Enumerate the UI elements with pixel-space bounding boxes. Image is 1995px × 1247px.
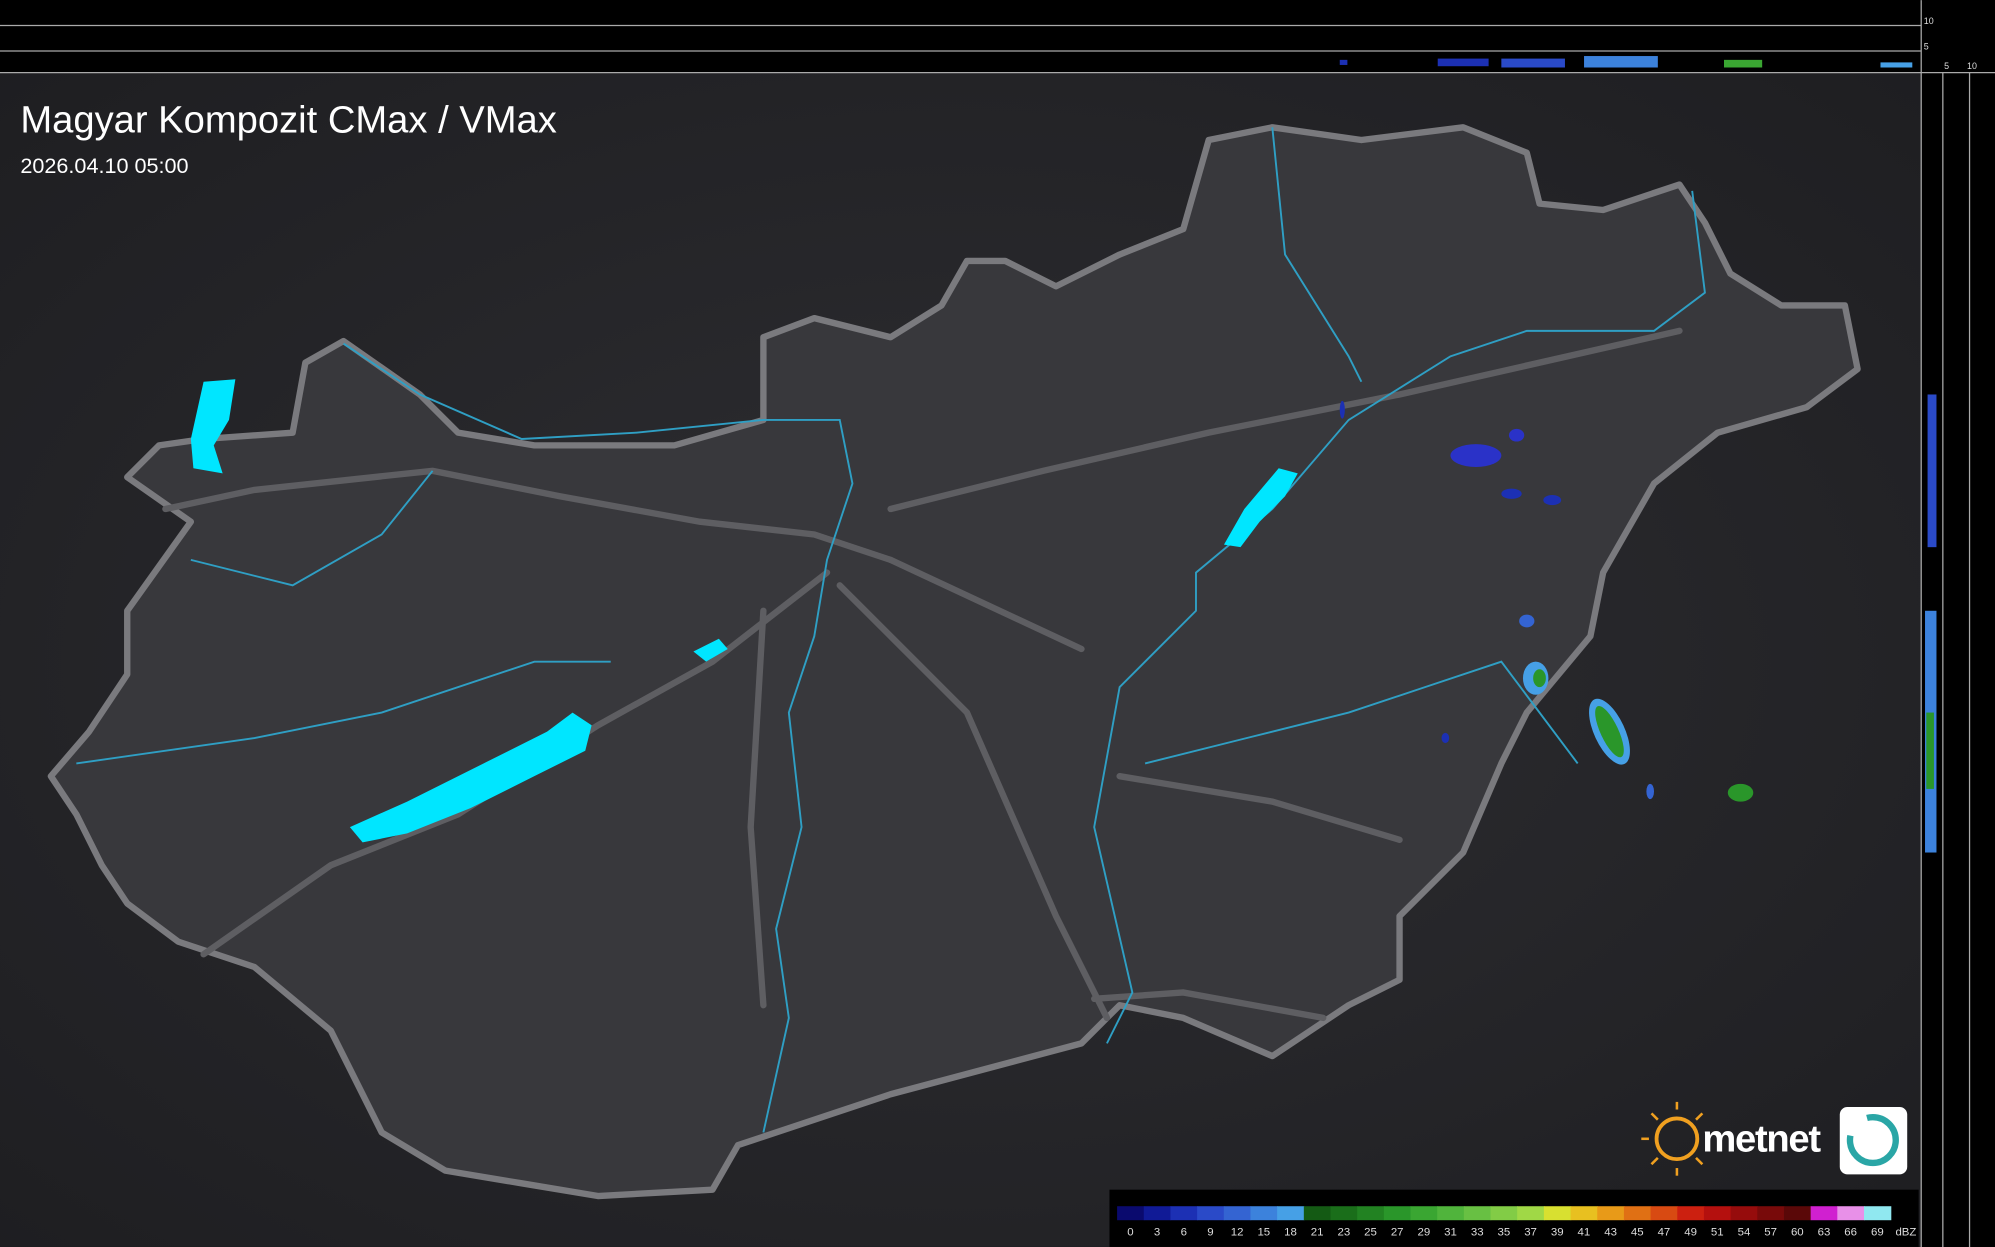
legend-label: 69 <box>1871 1226 1884 1238</box>
legend-label: 6 <box>1181 1226 1187 1238</box>
legend-label: 39 <box>1551 1226 1564 1238</box>
legend-swatch <box>1357 1206 1385 1221</box>
map-title: Magyar Kompozit CMax / VMax <box>20 98 556 141</box>
legend-label: 60 <box>1791 1226 1804 1238</box>
legend-swatch <box>1543 1206 1572 1221</box>
radar-echoes <box>1339 400 1754 802</box>
legend-swatch <box>1863 1206 1892 1221</box>
legend-swatch <box>1757 1206 1785 1221</box>
legend-swatch <box>1703 1206 1732 1221</box>
legend-label: 15 <box>1257 1226 1270 1238</box>
legend-swatch <box>1783 1206 1812 1221</box>
legend-swatch <box>1730 1206 1758 1221</box>
legend-unit: dBZ <box>1895 1226 1916 1238</box>
legend-swatch <box>1170 1206 1198 1221</box>
legend-label: 23 <box>1337 1226 1350 1238</box>
legend-label: 35 <box>1498 1226 1511 1238</box>
legend-label: 49 <box>1684 1226 1697 1238</box>
right-tick-label: 5 <box>1944 61 1949 71</box>
legend-label: 37 <box>1524 1226 1537 1238</box>
legend-label: 51 <box>1711 1226 1724 1238</box>
top-tick-label: 10 <box>1924 16 1934 26</box>
legend-swatch <box>1597 1206 1625 1221</box>
legend-label: 54 <box>1738 1226 1751 1238</box>
legend-label: 57 <box>1764 1226 1777 1238</box>
legend-label: 33 <box>1471 1226 1484 1238</box>
legend-label: 0 <box>1127 1226 1133 1238</box>
legend-swatch <box>1330 1206 1358 1221</box>
legend-swatch <box>1463 1206 1492 1221</box>
legend: 0 3 6 9 12 15 18 21 23 25 27 29 31 33 35 37 39 41 43 45 47 49… <box>1117 1206 1916 1238</box>
legend-swatch <box>1223 1206 1252 1221</box>
legend-swatch <box>1517 1206 1545 1221</box>
legend-swatch <box>1277 1206 1305 1221</box>
legend-label: 47 <box>1658 1226 1671 1238</box>
legend-label: 3 <box>1154 1226 1160 1238</box>
legend-label: 12 <box>1231 1226 1244 1238</box>
legend-swatch <box>1677 1206 1705 1221</box>
legend-label: 29 <box>1417 1226 1430 1238</box>
profile-echoes <box>1339 56 1937 853</box>
legend-swatch <box>1143 1206 1172 1221</box>
legend-swatch <box>1117 1206 1145 1221</box>
legend-swatch <box>1570 1206 1598 1221</box>
logo: metnet <box>1641 1101 1908 1176</box>
legend-label: 9 <box>1207 1226 1213 1238</box>
legend-label: 25 <box>1364 1226 1377 1238</box>
legend-label: 63 <box>1818 1226 1831 1238</box>
legend-swatch <box>1437 1206 1465 1221</box>
legend-swatch <box>1383 1206 1412 1221</box>
legend-swatch <box>1303 1206 1332 1221</box>
legend-swatch <box>1810 1206 1838 1221</box>
legend-swatch <box>1250 1206 1278 1221</box>
lakes <box>190 379 1298 843</box>
top-tick-label: 5 <box>1924 42 1929 52</box>
right-tick-label: 10 <box>1967 61 1977 71</box>
legend-label: 18 <box>1284 1226 1297 1238</box>
legend-label: 31 <box>1444 1226 1457 1238</box>
legend-swatch <box>1197 1206 1225 1221</box>
legend-label: 21 <box>1311 1226 1324 1238</box>
legend-swatch <box>1410 1206 1438 1221</box>
legend-swatch <box>1650 1206 1678 1221</box>
timestamp: 2026.04.10 05:00 <box>20 153 188 178</box>
legend-swatch <box>1490 1206 1518 1221</box>
legend-label: 43 <box>1604 1226 1617 1238</box>
top-profile <box>0 0 1995 73</box>
legend-label: 45 <box>1631 1226 1644 1238</box>
legend-label: 66 <box>1844 1226 1857 1238</box>
legend-label: 41 <box>1578 1226 1591 1238</box>
logo-text: metnet <box>1702 1118 1821 1161</box>
legend-label: 27 <box>1391 1226 1404 1238</box>
legend-swatch <box>1837 1206 1865 1221</box>
legend-swatch <box>1623 1206 1652 1221</box>
